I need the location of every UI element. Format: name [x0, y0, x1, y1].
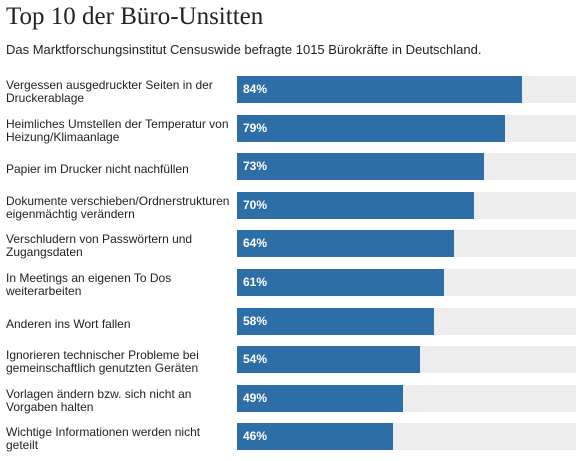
bar-value-label: 79% — [243, 121, 268, 135]
bar: 73% — [237, 153, 484, 180]
category-label: In Meetings an eigenen To Dos weiterarbe… — [6, 271, 172, 298]
bar-row: Ignorieren technischer Probleme bei geme… — [0, 344, 580, 380]
category-label: Vorlagen ändern bzw. sich nicht an Vorga… — [6, 387, 192, 414]
bar: 54% — [237, 346, 420, 373]
bar-value-label: 46% — [243, 429, 268, 443]
chart-subtitle: Das Marktforschungsinstitut Censuswide b… — [6, 42, 482, 57]
bar-row: In Meetings an eigenen To Dos weiterarbe… — [0, 267, 580, 303]
category-label: Ignorieren technischer Probleme bei geme… — [6, 348, 199, 375]
bar-value-label: 58% — [243, 314, 268, 328]
bar-value-label: 49% — [243, 391, 268, 405]
bar-track: 79% — [237, 115, 576, 142]
bar-row: Anderen ins Wort fallen 58% — [0, 306, 580, 342]
bar-track: 49% — [237, 385, 576, 412]
bar-row: Wichtige Informationen werden nicht gete… — [0, 421, 580, 457]
bar-row: Vergessen ausgedruckter Seiten in der Dr… — [0, 74, 580, 110]
bar-row: Papier im Drucker nicht nachfüllen 73% — [0, 151, 580, 187]
bar-track: 84% — [237, 76, 576, 103]
bar-row: Verschludern von Passwörtern und Zugangs… — [0, 228, 580, 264]
category-label: Anderen ins Wort fallen — [6, 316, 131, 331]
category-label: Papier im Drucker nicht nachfüllen — [6, 161, 189, 176]
bar: 46% — [237, 423, 393, 450]
bar: 84% — [237, 76, 522, 103]
bar: 79% — [237, 115, 505, 142]
bar-value-label: 84% — [243, 82, 268, 96]
bar: 70% — [237, 192, 474, 219]
bar-track: 73% — [237, 153, 576, 180]
bar-track: 58% — [237, 308, 576, 335]
bar: 58% — [237, 308, 434, 335]
bar-row: Dokumente verschieben/Ordnerstrukturen e… — [0, 190, 580, 226]
bar: 64% — [237, 230, 454, 257]
category-label: Heimliches Umstellen der Temperatur von … — [6, 117, 229, 144]
bar-row: Vorlagen ändern bzw. sich nicht an Vorga… — [0, 383, 580, 419]
bar-value-label: 70% — [243, 198, 268, 212]
category-label: Vergessen ausgedruckter Seiten in der Dr… — [6, 78, 213, 105]
bar-track: 46% — [237, 423, 576, 450]
bar: 61% — [237, 269, 444, 296]
bar-track: 70% — [237, 192, 576, 219]
bar-track: 61% — [237, 269, 576, 296]
category-label: Dokumente verschieben/Ordnerstrukturen e… — [6, 194, 230, 221]
category-label: Wichtige Informationen werden nicht gete… — [6, 425, 201, 452]
bar-value-label: 64% — [243, 236, 268, 250]
bar-track: 64% — [237, 230, 576, 257]
bar-value-label: 73% — [243, 159, 268, 173]
bar-track: 54% — [237, 346, 576, 373]
category-label: Verschludern von Passwörtern und Zugangs… — [6, 232, 193, 259]
bar-row: Heimliches Umstellen der Temperatur von … — [0, 113, 580, 149]
bar: 49% — [237, 385, 403, 412]
chart-title: Top 10 der Büro-Unsitten — [6, 3, 264, 30]
bar-value-label: 54% — [243, 352, 268, 366]
bar-value-label: 61% — [243, 275, 268, 289]
